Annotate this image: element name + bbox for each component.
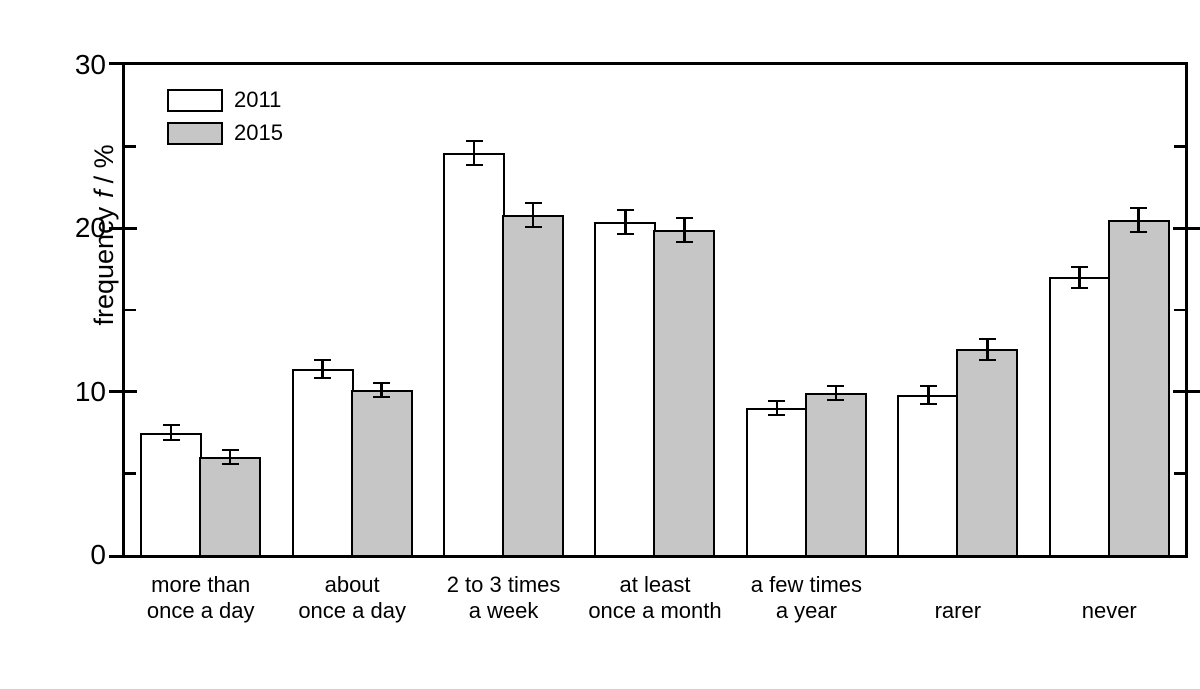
error-bar — [919, 385, 937, 405]
y-axis-tick-label: 30 — [74, 49, 106, 80]
legend: 2011 2015 — [167, 88, 283, 154]
category-label: 2 to 3 times a week — [446, 572, 561, 623]
axis-tick-mark — [1174, 308, 1185, 312]
axis-tick-mark — [1174, 145, 1185, 148]
bar-2011 — [291, 368, 354, 555]
category-label: at least once a month — [588, 572, 722, 623]
bar-group — [882, 65, 1033, 555]
bar-slot-2015 — [350, 65, 413, 555]
bar-2015 — [199, 457, 262, 555]
legend-label: 2015 — [234, 120, 283, 145]
error-bar — [827, 385, 845, 402]
x-axis-labels: more than once a day about once a day 2 to 3… — [125, 572, 1185, 624]
axis-tick-mark — [1173, 390, 1200, 394]
bar-2015 — [653, 229, 716, 555]
bar-2015 — [956, 349, 1019, 555]
bar-2011 — [745, 408, 808, 555]
error-bar — [465, 140, 483, 167]
bar-slot-2011 — [897, 65, 960, 555]
bar-2011 — [594, 221, 657, 555]
bar-2011 — [140, 432, 203, 555]
error-bar — [524, 202, 542, 229]
axis-tick-mark — [125, 472, 136, 475]
bar-slot-2011 — [291, 65, 354, 555]
bar-slot-2011 — [1048, 65, 1111, 555]
y-axis-tick-label: 10 — [74, 375, 106, 407]
category-label: never — [1081, 598, 1137, 623]
bar-2011 — [897, 394, 960, 555]
bar-slot-2011 — [140, 65, 203, 555]
bar-2011 — [1048, 277, 1111, 555]
bar-2011 — [443, 153, 506, 555]
axis-tick-mark — [109, 390, 137, 394]
y-axis-tick-label: 0 — [90, 539, 106, 570]
bar-slot-2015 — [956, 65, 1019, 555]
axis-tick-mark — [109, 555, 125, 558]
bar-group — [1034, 65, 1185, 555]
bar-group — [276, 65, 427, 555]
legend-label: 2011 — [234, 87, 282, 112]
category-label: a few times a year — [750, 572, 863, 623]
y-axis-tick-label: 20 — [74, 212, 106, 244]
category-label: rarer — [934, 598, 982, 623]
bar-2015 — [350, 390, 413, 555]
axis-tick-mark — [125, 308, 136, 312]
bar-slot-2015 — [653, 65, 716, 555]
legend-item-2011: 2011 — [167, 88, 283, 112]
bar-2015 — [502, 215, 565, 555]
error-bar — [221, 448, 239, 466]
axis-tick-mark — [125, 145, 136, 148]
error-bar — [616, 208, 634, 235]
category-label: about once a day — [298, 572, 406, 623]
y-axis-title-units: / % — [89, 144, 120, 184]
bar-group — [428, 65, 579, 555]
bar-slot-2011 — [745, 65, 808, 555]
axis-tick-mark — [1173, 226, 1200, 230]
plot-area: 2011 2015 — [109, 62, 1200, 558]
bar-slot-2015 — [502, 65, 565, 555]
legend-item-2015: 2015 — [167, 121, 283, 145]
error-bar — [675, 216, 693, 244]
bar-slot-2015 — [1107, 65, 1170, 555]
error-bar — [162, 424, 180, 441]
axis-tick-mark — [109, 226, 137, 230]
legend-swatch-2011 — [167, 88, 223, 112]
bar-2015 — [1107, 220, 1170, 555]
legend-swatch-2015 — [167, 121, 223, 145]
error-bar — [978, 337, 996, 361]
y-axis-title-symbol: f — [89, 190, 120, 198]
axis-tick-mark — [109, 62, 125, 65]
bar-slot-2011 — [443, 65, 506, 555]
bar-slot-2011 — [594, 65, 657, 555]
bar-slot-2015 — [199, 65, 262, 555]
error-bar — [1071, 265, 1089, 289]
bar-2015 — [804, 393, 867, 555]
category-label: more than once a day — [146, 572, 255, 623]
error-bar — [373, 381, 391, 399]
error-bar — [1130, 207, 1148, 234]
bar-group — [579, 65, 730, 555]
bar-group — [125, 65, 276, 555]
axis-tick-mark — [1174, 472, 1185, 475]
bar-slot-2015 — [804, 65, 867, 555]
bar-group — [731, 65, 882, 555]
error-bar — [314, 359, 332, 379]
error-bar — [768, 399, 786, 417]
bar-groups — [125, 65, 1185, 555]
